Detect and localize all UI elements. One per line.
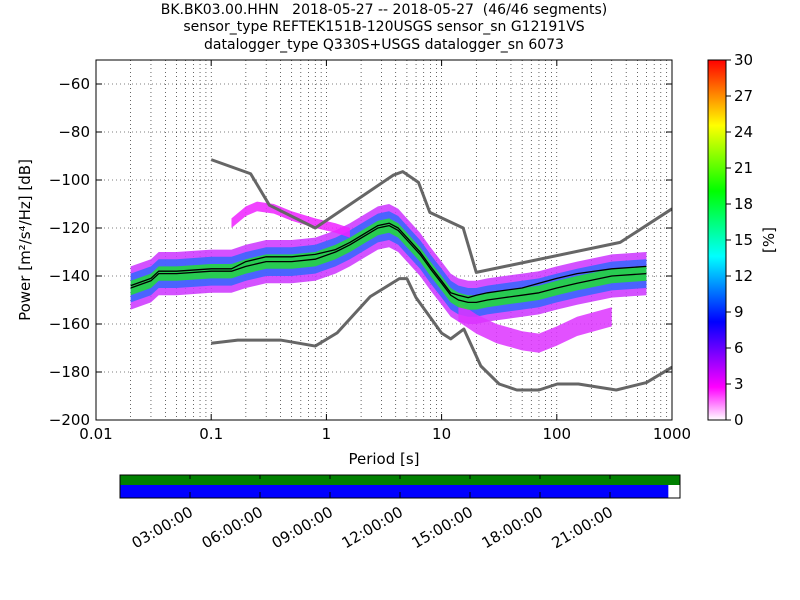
y-tick-label: −160 xyxy=(49,315,90,333)
timeline-tick-label: 03:00:00 xyxy=(129,503,196,552)
chart-title-line-3: datalogger_type Q330S+USGS datalogger_sn… xyxy=(204,37,564,53)
y-tick-label: −100 xyxy=(49,171,90,189)
y-tick-label: −80 xyxy=(58,123,90,141)
colorbar-ticks: 0 3 6 9 12 15 18 21 24 27 30 xyxy=(726,51,753,429)
y-tick-label: −200 xyxy=(49,411,90,429)
y-tick-label: −60 xyxy=(58,75,90,93)
plot-grid xyxy=(96,60,672,420)
timeline-tick-label: 21:00:00 xyxy=(549,503,616,552)
timeline-tick-label: 15:00:00 xyxy=(409,503,476,552)
colorbar-tick-label: 18 xyxy=(734,195,753,213)
y-tick-label: −140 xyxy=(49,267,90,285)
psd-coverage-bar xyxy=(120,485,669,498)
timeline-tick-label: 18:00:00 xyxy=(479,503,546,552)
colorbar-tick-label: 15 xyxy=(734,231,753,249)
colorbar xyxy=(707,59,727,421)
colorbar-tick-label: 21 xyxy=(734,159,753,177)
pdf-band xyxy=(130,218,647,310)
y-axis-label: Power [m²/s⁴/Hz] [dB] xyxy=(16,159,34,321)
colorbar-tick-label: 6 xyxy=(734,339,744,357)
mode-line xyxy=(130,224,647,304)
y-axis-ticks: −200 −180 −160 −140 −120 −100 −80 −60 xyxy=(49,75,672,429)
y-tick-label: −180 xyxy=(49,363,90,381)
colorbar-tick-label: 3 xyxy=(734,375,744,393)
colorbar-label: [%] xyxy=(760,227,778,253)
high-noise-model-line xyxy=(210,158,672,274)
timeline-tick-label: 09:00:00 xyxy=(269,503,336,552)
chart-title-line-2: sensor_type REFTEK151B-120USGS sensor_sn… xyxy=(183,19,585,35)
colorbar-tick-label: 12 xyxy=(734,267,753,285)
colorbar-tick-label: 24 xyxy=(734,123,753,141)
mean-line xyxy=(130,222,647,299)
data-coverage-bar xyxy=(120,475,680,485)
plot-frame xyxy=(95,59,673,421)
timeline-tick-label: 12:00:00 xyxy=(339,503,406,552)
pdf-bands xyxy=(130,201,647,353)
colorbar-tick-label: 30 xyxy=(734,51,753,69)
timeline-coverage xyxy=(120,475,680,498)
x-axis-label: Period [s] xyxy=(348,450,419,468)
x-tick-label: 0.1 xyxy=(199,425,223,443)
low-noise-model-line xyxy=(211,277,672,392)
chart-title-line-1: BK.BK03.00.HHN 2018-05-27 -- 2018-05-27 … xyxy=(160,2,608,18)
pdf-band xyxy=(231,201,350,238)
colorbar-tick-label: 0 xyxy=(734,411,744,429)
model-lines xyxy=(130,158,672,392)
timeline-tick-label: 06:00:00 xyxy=(199,503,266,552)
x-tick-label: 1 xyxy=(322,425,332,443)
y-tick-label: −120 xyxy=(49,219,90,237)
x-axis-ticks: 0.01 0.1 1 10 100 1000 xyxy=(79,60,691,443)
pdf-band xyxy=(458,302,612,353)
x-tick-label: 100 xyxy=(542,425,571,443)
x-tick-label: 1000 xyxy=(653,425,691,443)
colorbar-tick-label: 9 xyxy=(734,303,744,321)
x-tick-label: 0.01 xyxy=(79,425,112,443)
colorbar-tick-label: 27 xyxy=(734,87,753,105)
x-tick-label: 10 xyxy=(432,425,451,443)
